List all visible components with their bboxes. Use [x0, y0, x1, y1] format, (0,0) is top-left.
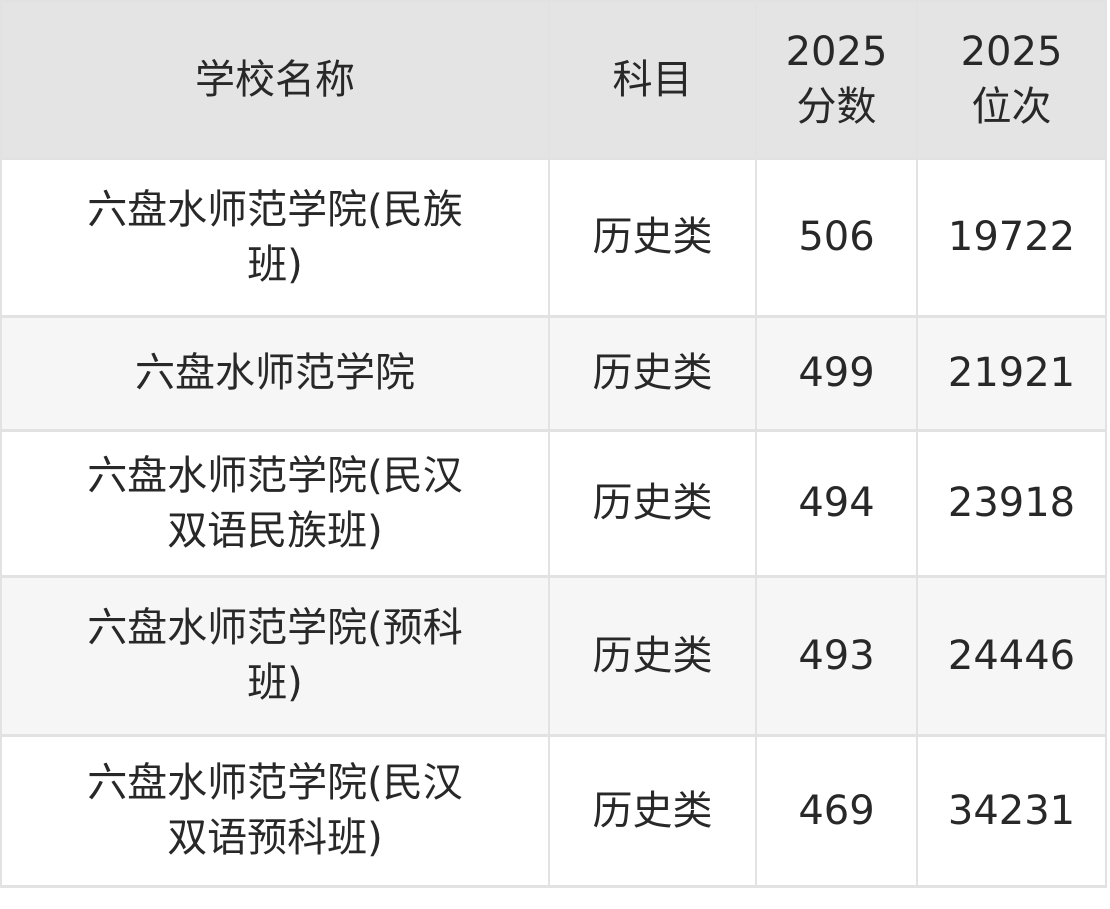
- table-row: 六盘水师范学院(民族 班) 历史类 506 19722: [0, 157, 1107, 318]
- cell-school-name: 六盘水师范学院(民族 班): [0, 157, 550, 318]
- cell-school-name: 六盘水师范学院: [0, 315, 550, 432]
- table-row: 六盘水师范学院(预科 班) 历史类 493 24446: [0, 575, 1107, 737]
- cell-rank: 34231: [916, 734, 1107, 888]
- cell-school-name: 六盘水师范学院(民汉 双语预科班): [0, 734, 550, 888]
- cell-score: 494: [755, 429, 918, 578]
- header-row: 学校名称 科目 2025 分数 2025 位次: [0, 0, 1107, 160]
- header-2025-rank: 2025 位次: [916, 0, 1107, 160]
- cell-school-name: 六盘水师范学院(民汉 双语民族班): [0, 429, 550, 578]
- cell-subject: 历史类: [548, 429, 757, 578]
- table-body: 六盘水师范学院(民族 班) 历史类 506 19722 六盘水师范学院 历史类 …: [0, 157, 1107, 888]
- header-subject: 科目: [548, 0, 757, 160]
- header-school-name: 学校名称: [0, 0, 550, 160]
- cell-subject: 历史类: [548, 315, 757, 432]
- cell-subject: 历史类: [548, 157, 757, 318]
- cell-rank: 21921: [916, 315, 1107, 432]
- table-row: 六盘水师范学院(民汉 双语预科班) 历史类 469 34231: [0, 734, 1107, 888]
- table-row: 六盘水师范学院 历史类 499 21921: [0, 315, 1107, 432]
- cell-rank: 24446: [916, 575, 1107, 737]
- cell-score: 493: [755, 575, 918, 737]
- cell-subject: 历史类: [548, 575, 757, 737]
- table-header: 学校名称 科目 2025 分数 2025 位次: [0, 0, 1107, 160]
- cell-score: 506: [755, 157, 918, 318]
- table-row: 六盘水师范学院(民汉 双语民族班) 历史类 494 23918: [0, 429, 1107, 578]
- cell-rank: 19722: [916, 157, 1107, 318]
- cell-rank: 23918: [916, 429, 1107, 578]
- cell-subject: 历史类: [548, 734, 757, 888]
- admission-scores-table: 学校名称 科目 2025 分数 2025 位次 六盘水师范学院(民族 班) 历史…: [0, 0, 1107, 888]
- cell-score: 499: [755, 315, 918, 432]
- header-2025-score: 2025 分数: [755, 0, 918, 160]
- cell-school-name: 六盘水师范学院(预科 班): [0, 575, 550, 737]
- cell-score: 469: [755, 734, 918, 888]
